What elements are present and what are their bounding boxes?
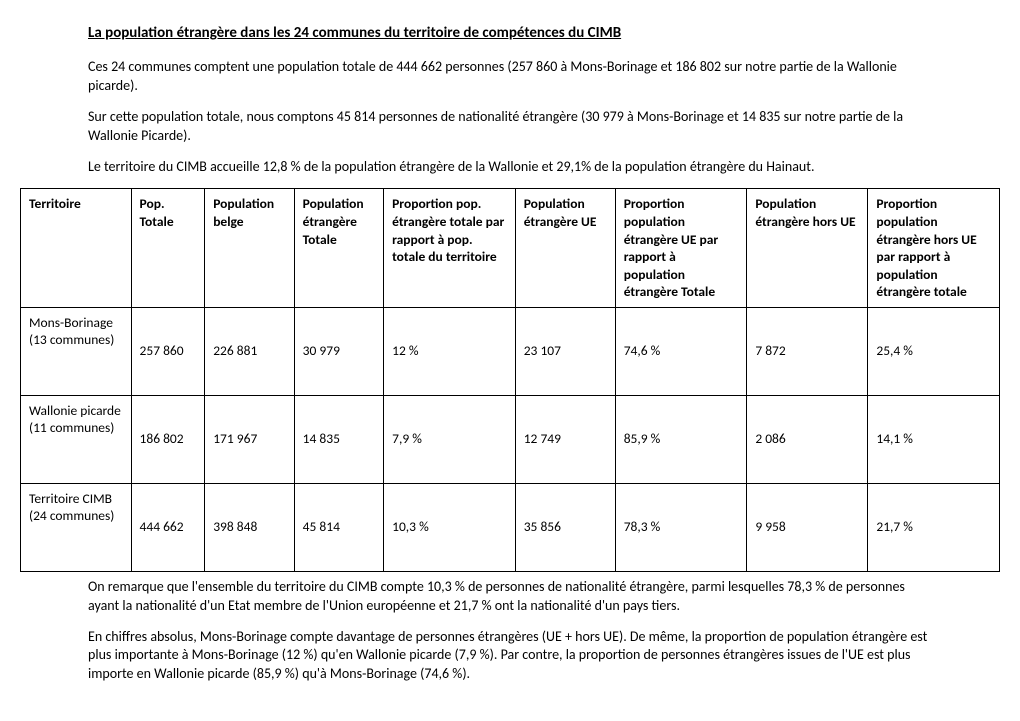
cell-pop_etr_hors_ue: 9 958 [747,483,868,571]
cell-pop_totale: 444 662 [131,483,205,571]
cell-pop_belge: 226 881 [205,307,294,395]
cell-pop_etr_hors_ue: 2 086 [747,395,868,483]
table-row: Territoire CIMB (24 communes)444 662398 … [21,483,1000,571]
population-table: Territoire Pop. Totale Population belge … [20,188,1000,571]
cell-prop_etr_ue: 78,3 % [615,483,747,571]
cell-pop_etr_hors_ue: 7 872 [747,307,868,395]
col-pop-etr-totale: Population étrangère Totale [294,189,383,307]
outro-paragraph-2: En chiffres absolus, Mons-Borinage compt… [88,628,932,685]
col-prop-etr-totale: Proportion pop. étrangère totale par rap… [384,189,516,307]
col-pop-totale: Pop. Totale [131,189,205,307]
cell-prop_etr_totale: 12 % [384,307,516,395]
intro-paragraph-3: Le territoire du CIMB accueille 12,8 % d… [88,158,932,177]
col-pop-etr-ue: Population étrangère UE [515,189,615,307]
cell-pop_etr_totale: 30 979 [294,307,383,395]
cell-prop_etr_totale: 7,9 % [384,395,516,483]
outro-paragraph-1: On remarque que l'ensemble du territoire… [88,578,932,616]
col-pop-belge: Population belge [205,189,294,307]
cell-pop_etr_ue: 35 856 [515,483,615,571]
col-pop-etr-hors-ue: Population étrangère hors UE [747,189,868,307]
page-title: La population étrangère dans les 24 comm… [88,24,932,42]
cell-prop_etr_hors_ue: 14,1 % [868,395,1000,483]
cell-prop_etr_ue: 85,9 % [615,395,747,483]
cell-pop_belge: 171 967 [205,395,294,483]
table-row: Mons-Borinage (13 communes)257 860226 88… [21,307,1000,395]
col-prop-etr-hors-ue: Proportion population étrangère hors UE … [868,189,1000,307]
cell-pop_totale: 186 802 [131,395,205,483]
cell-prop_etr_hors_ue: 25,4 % [868,307,1000,395]
cell-pop_belge: 398 848 [205,483,294,571]
cell-pop_etr_ue: 23 107 [515,307,615,395]
intro-paragraph-2: Sur cette population totale, nous compto… [88,108,932,146]
cell-territoire: Territoire CIMB (24 communes) [21,483,132,571]
cell-territoire: Mons-Borinage (13 communes) [21,307,132,395]
cell-pop_totale: 257 860 [131,307,205,395]
cell-pop_etr_ue: 12 749 [515,395,615,483]
cell-pop_etr_totale: 45 814 [294,483,383,571]
cell-pop_etr_totale: 14 835 [294,395,383,483]
col-territoire: Territoire [21,189,132,307]
table-header-row: Territoire Pop. Totale Population belge … [21,189,1000,307]
cell-territoire: Wallonie picarde (11 communes) [21,395,132,483]
cell-prop_etr_ue: 74,6 % [615,307,747,395]
intro-paragraph-1: Ces 24 communes comptent une population … [88,58,932,96]
cell-prop_etr_totale: 10,3 % [384,483,516,571]
table-row: Wallonie picarde (11 communes)186 802171… [21,395,1000,483]
cell-prop_etr_hors_ue: 21,7 % [868,483,1000,571]
col-prop-etr-ue: Proportion population étrangère UE par r… [615,189,747,307]
